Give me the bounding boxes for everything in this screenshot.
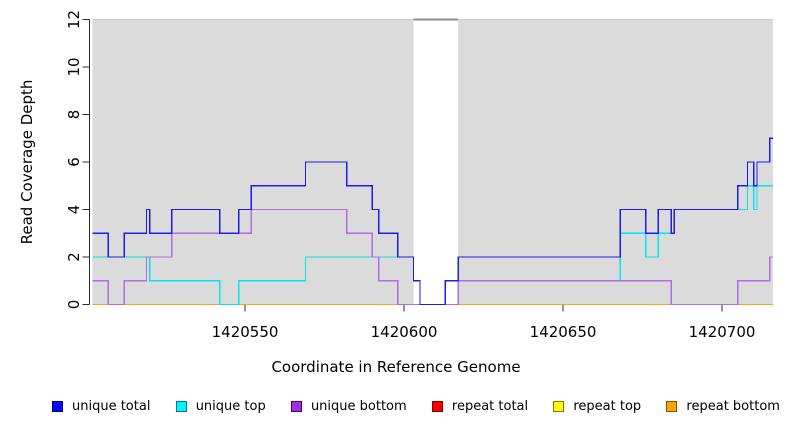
legend-item-label: unique top	[195, 399, 266, 414]
y-tick-label: 0	[65, 300, 83, 310]
legend-swatch-icon	[52, 401, 63, 412]
legend-item-label: unique bottom	[310, 399, 407, 414]
y-tick-label: 8	[65, 110, 83, 120]
legend-swatch-icon	[553, 401, 565, 412]
legend-item-unique-total: unique total	[52, 399, 150, 414]
y-tick-label: 4	[65, 205, 83, 215]
legend-item-repeat-bottom: repeat bottom	[666, 399, 780, 414]
legend-item-label: repeat top	[573, 399, 642, 414]
legend: unique total unique top unique bottom repea…	[0, 399, 792, 414]
x-tick-label: 1420600	[371, 323, 438, 341]
y-tick-label: 10	[65, 57, 83, 76]
legend-item-unique-bottom: unique bottom	[290, 399, 407, 414]
x-tick-label: 1420550	[212, 323, 279, 341]
series-line-unique-total	[92, 137, 773, 306]
legend-item-repeat-total: repeat total	[431, 399, 529, 414]
y-axis-title: Read Coverage Depth	[18, 79, 36, 245]
plot-background-left	[92, 19, 414, 305]
legend-swatch-icon	[175, 401, 187, 412]
legend-swatch-icon	[666, 401, 678, 412]
series-line-unique-bottom	[92, 208, 773, 306]
y-tick-label: 6	[65, 157, 83, 167]
legend-item-label: unique total	[72, 399, 151, 414]
legend-item-label: repeat total	[451, 399, 529, 414]
x-axis-title: Coordinate in Reference Genome	[271, 358, 521, 376]
legend-swatch-icon	[431, 401, 443, 412]
legend-item-unique-top: unique top	[175, 399, 266, 414]
legend-swatch-icon	[290, 401, 302, 412]
x-tick-label: 1420650	[530, 323, 597, 341]
legend-item-label: repeat bottom	[686, 399, 780, 414]
y-tick-label: 2	[65, 252, 83, 262]
plot-background-right	[458, 19, 773, 305]
coverage-chart: 0 2 4 6 8 10 12 1420550 1420600 1420650 1420700	[65, 10, 773, 341]
x-tick-label: 1420700	[689, 323, 756, 341]
y-tick-label: 12	[65, 10, 83, 29]
legend-item-repeat-top: repeat top	[553, 399, 641, 414]
